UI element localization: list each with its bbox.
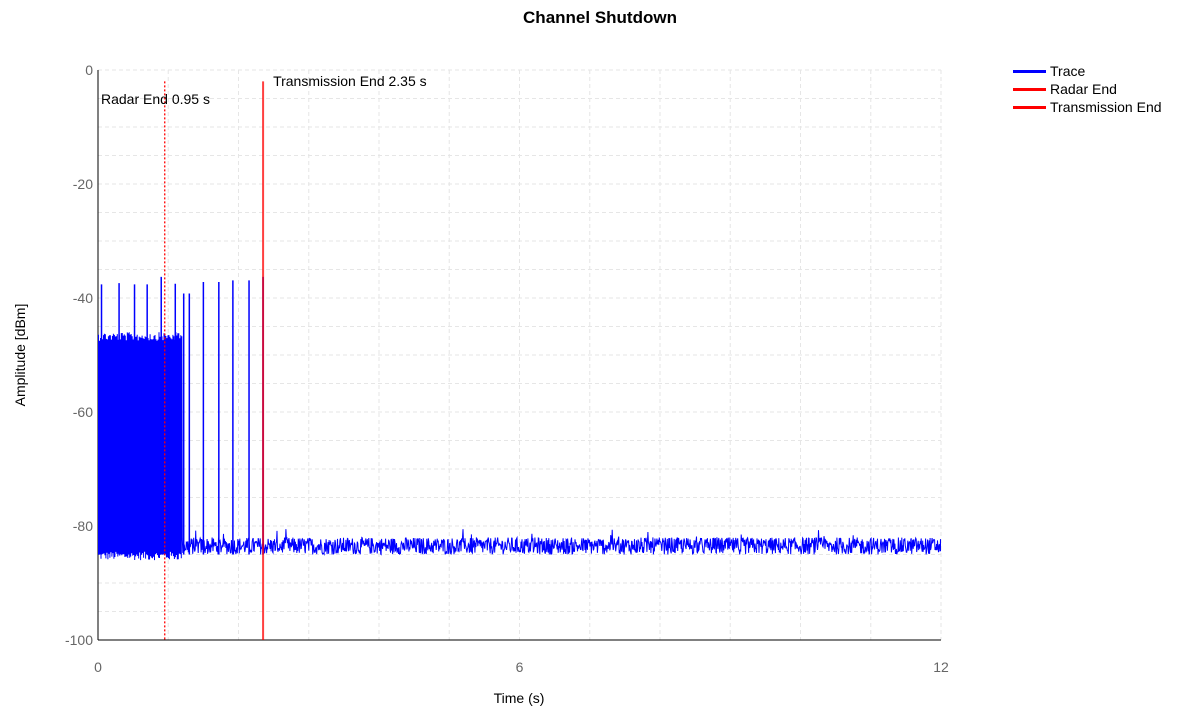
radar-end-label: Radar End 0.95 s bbox=[101, 91, 210, 107]
legend-label-transmission-end: Transmission End bbox=[1050, 99, 1162, 115]
y-axis-label: Amplitude [dBm] bbox=[12, 304, 28, 407]
y-tick-label: 0 bbox=[85, 62, 93, 78]
legend-swatch-trace bbox=[1013, 69, 1046, 73]
trace-line bbox=[98, 332, 941, 561]
legend-label-radar-end: Radar End bbox=[1050, 81, 1117, 97]
y-tick-label: -80 bbox=[73, 518, 93, 534]
legend-item-trace: Trace bbox=[1013, 62, 1162, 80]
x-axis-label: Time (s) bbox=[494, 690, 545, 706]
plot-grid bbox=[97, 69, 942, 641]
legend-swatch-transmission-end bbox=[1013, 105, 1046, 109]
legend-item-radar-end: Radar End bbox=[1013, 80, 1162, 98]
x-tick-label: 12 bbox=[933, 659, 949, 675]
y-tick-label: -60 bbox=[73, 404, 93, 420]
trace-series bbox=[98, 276, 941, 561]
y-tick-label: -20 bbox=[73, 176, 93, 192]
transmission-end-label: Transmission End 2.35 s bbox=[273, 73, 427, 89]
y-tick-label: -40 bbox=[73, 290, 93, 306]
legend-swatch-radar-end bbox=[1013, 87, 1046, 91]
tick-labels: 0 6 12 0 -20 -40 -60 -80 -100 bbox=[65, 62, 949, 675]
x-tick-label: 0 bbox=[94, 659, 102, 675]
y-tick-label: -100 bbox=[65, 632, 93, 648]
chart-title: Channel Shutdown bbox=[523, 8, 677, 27]
legend: Trace Radar End Transmission End bbox=[1013, 62, 1162, 116]
legend-item-transmission-end: Transmission End bbox=[1013, 98, 1162, 116]
legend-label-trace: Trace bbox=[1050, 63, 1086, 79]
marker-lines: Radar End 0.95 s Transmission End 2.35 s bbox=[101, 73, 427, 640]
x-tick-label: 6 bbox=[516, 659, 524, 675]
